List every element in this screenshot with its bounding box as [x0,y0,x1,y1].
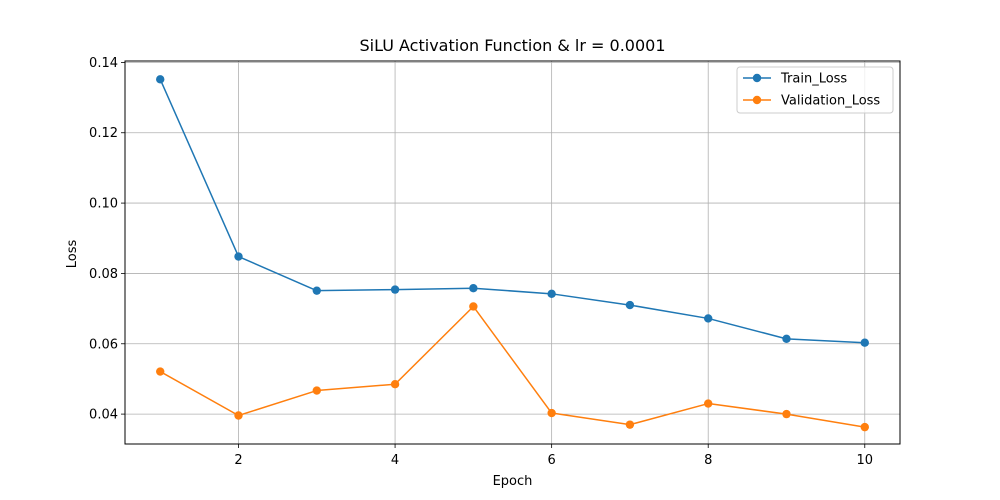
data-point-validation-loss [390,380,400,389]
plot-series [156,75,869,432]
y-tick-label: 0.10 [89,197,118,212]
data-point-train-loss [704,314,713,323]
y-tick-label: 0.14 [89,56,118,71]
data-point-train-loss [234,252,243,261]
data-point-validation-loss [860,422,869,432]
series-line-validation-loss [159,305,865,428]
x-tick-label: 8 [704,453,712,468]
data-point-train-loss [312,286,321,295]
data-point-train-loss [469,283,478,293]
legend: Train_Loss Validation_Loss [736,66,894,114]
axis-ticks: 2 4 6 8 10 0.04 0.06 0.08 0.10 0.12 0.14 [89,56,873,468]
data-point-validation-loss [625,420,635,429]
x-tick-label: 2 [234,453,242,468]
x-tick-label: 4 [391,453,399,468]
chart-title: SiLU Activation Function & lr = 0.0001 [360,36,666,55]
data-point-train-loss [547,289,556,299]
y-tick-label: 0.06 [89,337,118,352]
y-tick-label: 0.12 [89,126,118,141]
data-point-validation-loss [782,409,791,419]
legend-label: Train_Loss [780,72,847,87]
data-point-train-loss [156,75,165,84]
legend-label: Validation_Loss [781,94,880,109]
data-point-train-loss [625,300,635,310]
data-point-validation-loss [312,386,321,395]
plot-frame [124,60,901,445]
y-axis-label: Loss [65,240,80,269]
x-axis-label: Epoch [493,474,533,489]
y-tick-label: 0.08 [89,267,118,282]
legend-swatch-marker [752,95,762,105]
data-point-train-loss [860,338,869,347]
data-point-train-loss [390,285,400,294]
data-point-validation-loss [469,302,478,311]
grid [125,61,900,444]
data-point-validation-loss [547,408,556,418]
data-point-validation-loss [704,399,713,408]
data-point-validation-loss [234,411,243,420]
data-point-validation-loss [156,367,165,376]
legend-swatch-marker [752,73,762,83]
legend-box [736,66,894,114]
data-point-train-loss [782,334,791,344]
y-tick-label: 0.04 [89,408,118,423]
x-tick-label: 6 [548,453,556,468]
series-line-train-loss [159,78,865,344]
x-tick-label: 10 [856,453,873,468]
